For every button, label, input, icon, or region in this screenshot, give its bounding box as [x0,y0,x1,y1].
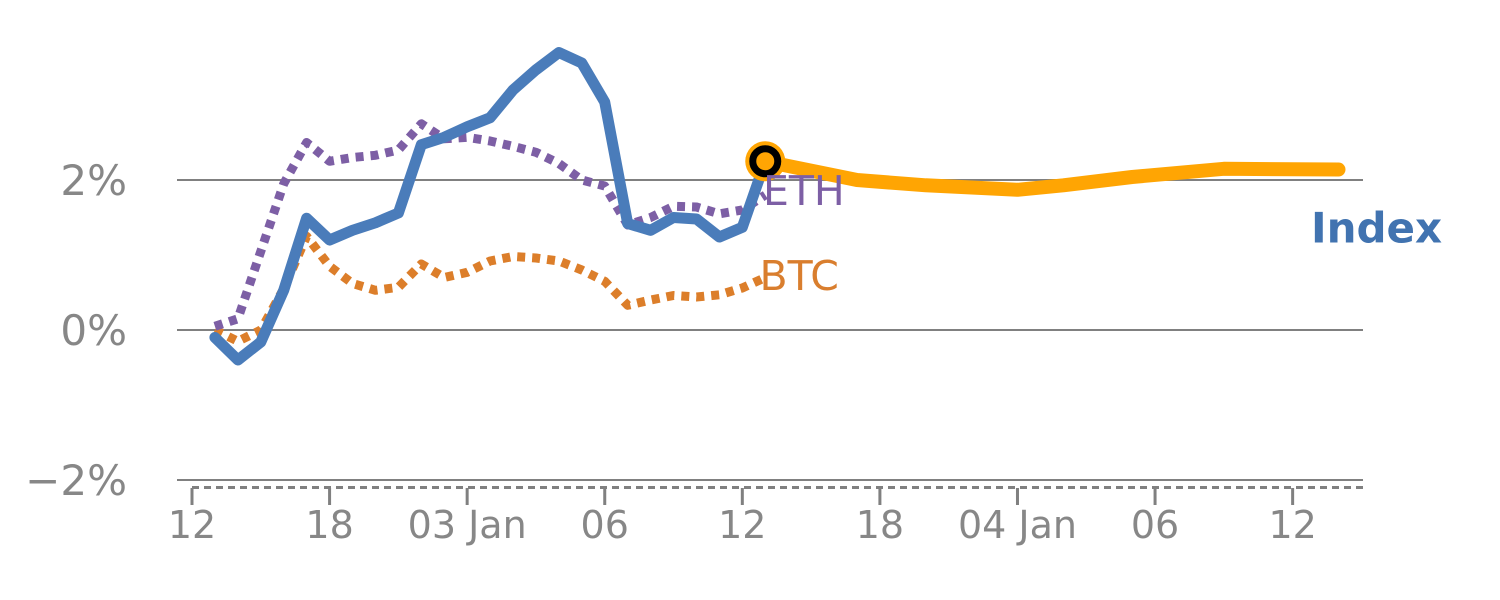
x-tick-label: 06 [1131,503,1179,547]
x-axis-layer: 12 18 03 Jan 06 12 18 04 Jan 06 12 [168,486,1367,547]
series-label-btc: BTC [760,252,839,300]
x-tick-label: 06 [581,503,629,547]
series-label-index: Index [1311,203,1442,252]
series-label-eth: ETH [763,167,845,215]
x-tick-label: 12 [1268,503,1316,547]
x-tick-label: 18 [305,503,353,547]
x-tick-label: 18 [856,503,904,547]
marker-layer [745,141,786,182]
series-line-eth [213,119,768,331]
x-tick-label: 12 [718,503,766,547]
y-axis-labels-layer: 2% 0% −2% [25,156,127,505]
y-tick-label: −2% [25,456,127,505]
series-line-index [209,47,771,366]
series-layer [209,47,1346,366]
y-tick-label: 0% [60,306,127,355]
x-tick-label: 04 Jan [958,503,1077,547]
annotations-layer: ETH BTC Index [760,167,1443,300]
y-tick-label: 2% [60,156,127,205]
current-value-marker-icon [749,145,782,178]
x-tick-label: 12 [168,503,216,547]
x-tick-label: 03 Jan [408,503,527,547]
series-line-index-projection [758,154,1346,197]
